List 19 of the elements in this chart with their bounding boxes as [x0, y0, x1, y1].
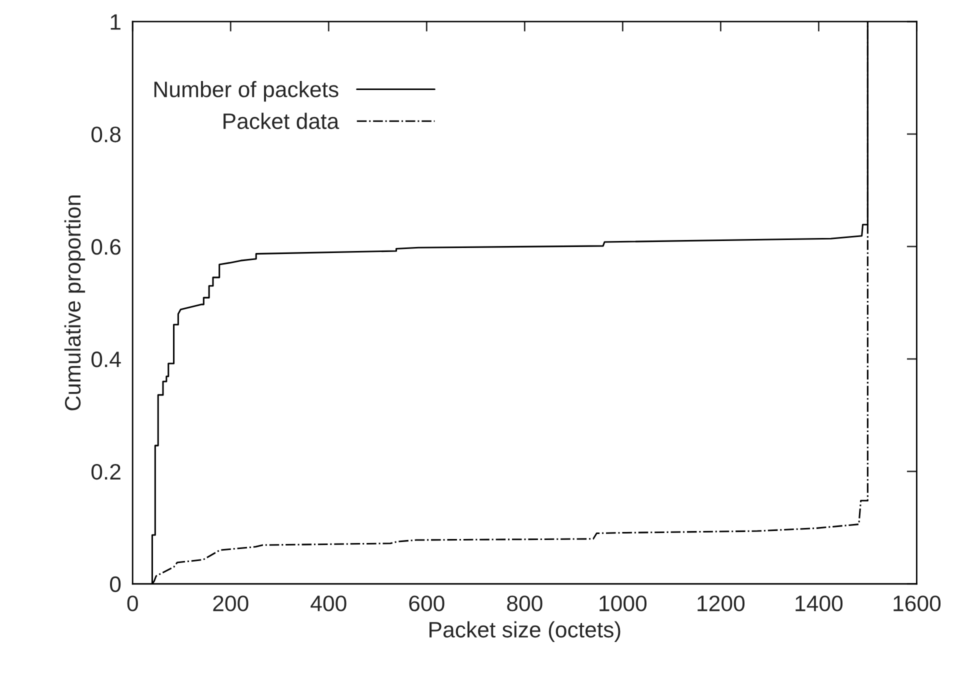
x-tick-label: 200 [213, 596, 248, 612]
legend-label: Number of packets [154, 80, 338, 102]
y-tick-label: 1 [110, 14, 120, 30]
x-tick-label: 1000 [600, 596, 647, 612]
x-tick-label: 800 [507, 596, 542, 612]
x-tick-label: 400 [310, 596, 346, 612]
x-tick-label: 0 [127, 596, 138, 612]
legend-label: Packet data [224, 112, 340, 130]
y-tick-label: 0.8 [91, 126, 121, 142]
y-tick-label: 0.4 [91, 352, 121, 368]
y-tick-label: 0.2 [91, 464, 120, 480]
y-axis-title: Cumulative proportion [64, 195, 86, 410]
x-tick-label: 1200 [698, 596, 745, 612]
x-axis-title: Packet size (octets) [430, 621, 620, 642]
x-tick-label: 1400 [796, 596, 843, 612]
y-tick-label: 0.6 [91, 239, 121, 255]
x-tick-label: 1600 [894, 596, 941, 612]
x-tick-label: 600 [409, 596, 444, 612]
y-tick-label: 0 [110, 576, 121, 592]
